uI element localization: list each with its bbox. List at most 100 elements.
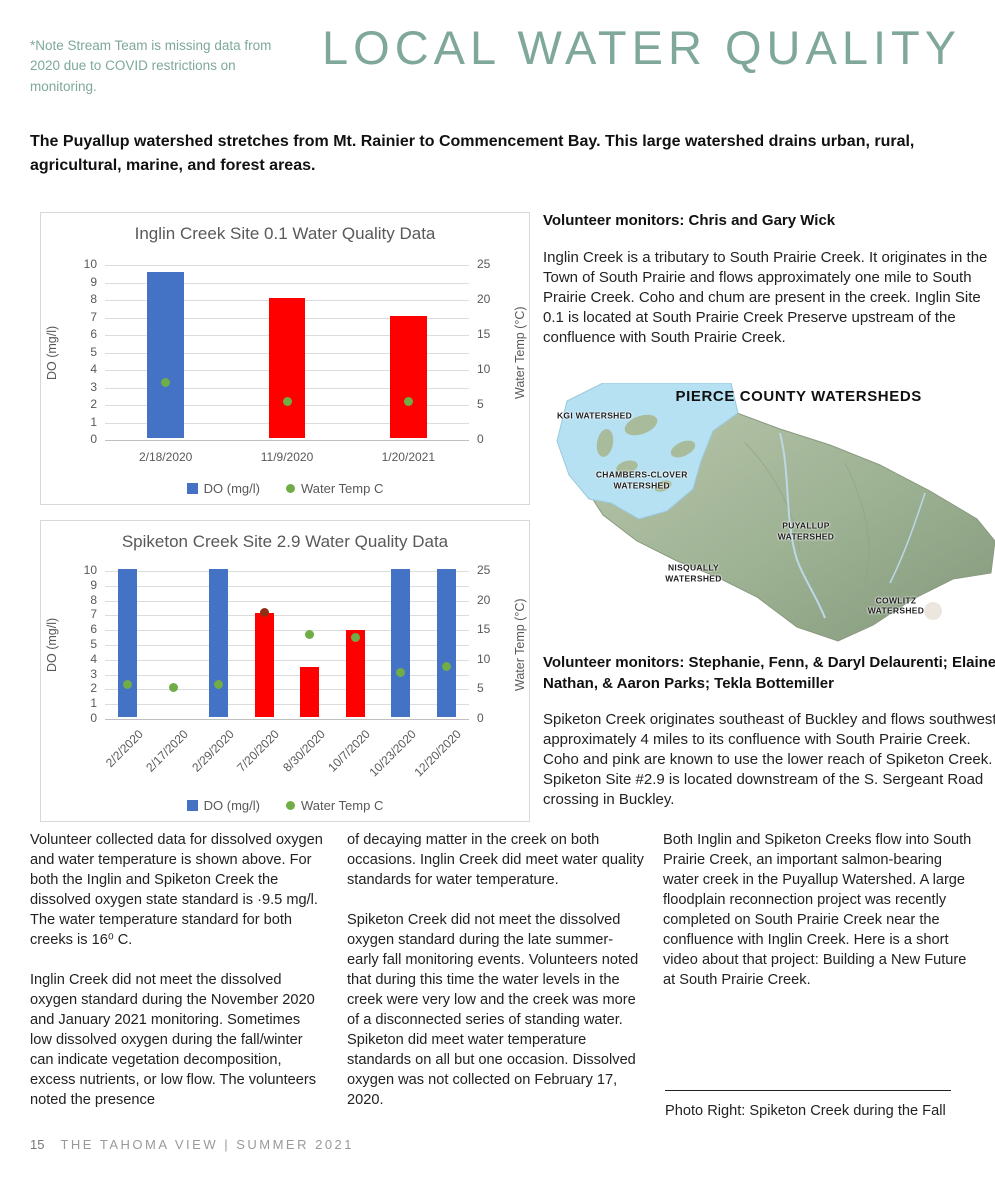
x-axis-label: 12/20/2020 (411, 727, 465, 780)
chart-title: Inglin Creek Site 0.1 Water Quality Data (134, 224, 436, 243)
legend-item: DO (mg/l) (186, 481, 260, 496)
do-bar (209, 569, 229, 717)
text-column-3: Both Inglin and Spiketon Creeks flow int… (663, 830, 981, 1010)
left-axis-tick: 4 (90, 651, 97, 666)
map-ridge-line (844, 462, 870, 584)
watershed-map-graphic (556, 383, 995, 642)
do-bar (390, 315, 427, 438)
right-axis-tick: 5 (477, 397, 484, 411)
gridline (105, 674, 469, 676)
x-axis-label: 1/20/2021 (381, 450, 436, 464)
left-axis-tick: 3 (90, 379, 97, 394)
legend-label: DO (mg/l) (203, 798, 260, 813)
x-axis-label: 8/30/2020 (279, 727, 328, 775)
x-axis-label: 2/29/2020 (188, 727, 237, 775)
map-river (779, 432, 826, 619)
x-axis-label: 10/7/2020 (325, 727, 374, 775)
water-temp-dot (441, 662, 451, 672)
left-axis-tick: 3 (90, 666, 97, 681)
legend-square-swatch (186, 483, 198, 494)
do-bar (118, 569, 138, 717)
left-axis-tick: 5 (90, 637, 97, 651)
left-axis-tick: 5 (90, 344, 97, 359)
right-axis-tick: 20 (477, 592, 491, 607)
right-axis-tick: 0 (477, 711, 484, 725)
left-axis-tick: 2 (90, 681, 97, 696)
gridline (105, 704, 469, 706)
monitors-inglin: Volunteer monitors: Chris and Gary Wick (543, 212, 836, 229)
body-paragraph: Spiketon Creek did not meet the dissolve… (347, 912, 639, 1108)
left-axis-tick: 9 (90, 577, 97, 592)
left-axis-tick: 0 (90, 432, 97, 446)
water-temp-dot (214, 679, 224, 689)
right-axis-tick: 5 (477, 681, 484, 696)
chart-legend: DO (mg/l) Water Temp C (41, 481, 529, 496)
legend-circle-swatch (285, 484, 295, 493)
do-bar (268, 298, 306, 438)
pierce-county-map: PIERCE COUNTY WATERSHEDS KGI WATERSHED CH… (545, 383, 995, 645)
left-axis-tick: 7 (90, 309, 97, 324)
water-temp-dot (282, 397, 292, 406)
right-axis-tick: 0 (477, 432, 484, 446)
map-island (616, 460, 638, 474)
intro-paragraph: The Puyallup watershed stretches from Mt… (30, 133, 915, 174)
left-axis-title: DO (mg/l) (45, 617, 59, 673)
left-axis-tick: 8 (90, 292, 97, 306)
right-axis-title: Water Temp (°C) (513, 598, 527, 692)
right-axis-tick: 15 (477, 622, 491, 637)
left-axis-title: DO (mg/l) (45, 325, 59, 380)
body-paragraph: of decaying matter in the creek on both … (347, 832, 644, 888)
water-temp-dot (168, 682, 178, 692)
legend-label: DO (mg/l) (203, 481, 260, 496)
legend-item: Water Temp C (285, 481, 383, 496)
caption-divider (665, 1090, 951, 1091)
chart-legend: DO (mg/l) Water Temp C (41, 798, 529, 813)
body-paragraph: Inglin Creek did not meet the dissolved … (30, 972, 317, 1108)
map-title: PIERCE COUNTY WATERSHEDS (675, 388, 922, 406)
left-axis-tick: 4 (90, 362, 97, 376)
left-axis-tick: 6 (90, 622, 97, 637)
gridline (105, 630, 469, 632)
spiketon-creek-chart: Spiketon Creek Site 2.9 Water Quality Da… (40, 520, 530, 822)
monitors-spiketon: Volunteer monitors: Stephanie, Fenn, & D… (543, 654, 995, 692)
gridline (105, 282, 469, 284)
map-label: NISQUALLY WATERSHED (665, 562, 722, 583)
right-axis-tick: 20 (477, 292, 491, 306)
covid-note: *Note Stream Team is missing data from 2… (30, 38, 272, 94)
map-mt-rainier (924, 602, 942, 620)
text-column-2: of decaying matter in the creek on both … (347, 830, 647, 1130)
page-number: 15 (30, 1137, 45, 1152)
map-label: KGI WATERSHED (556, 410, 633, 421)
do-bar (345, 629, 365, 717)
publication-name: THE TAHOMA VIEW | SUMMER 2021 (60, 1137, 355, 1152)
gridline (105, 571, 469, 572)
gridline (105, 600, 469, 602)
right-axis-tick: 25 (477, 563, 491, 577)
map-label: CHAMBERS-CLOVER WATERSHED (595, 469, 688, 490)
x-axis-label: 2/2/2020 (102, 727, 146, 770)
left-axis-tick: 7 (90, 607, 97, 622)
map-island (624, 414, 658, 436)
gridline (105, 719, 469, 720)
map-label: COWLITZ WATERSHED (867, 595, 925, 616)
map-ridge-line (744, 442, 801, 554)
map-island (654, 480, 672, 492)
photo-caption: Photo Right: Spiketon Creek during the F… (665, 1103, 946, 1119)
water-temp-dot (403, 397, 413, 406)
legend-square-swatch (186, 800, 198, 811)
do-bar (300, 666, 320, 717)
do-bar (254, 613, 274, 717)
left-axis-tick: 10 (83, 257, 97, 271)
left-axis-tick: 1 (90, 696, 97, 711)
right-axis-title: Water Temp (°C) (513, 306, 527, 399)
chart-title: Spiketon Creek Site 2.9 Water Quality Da… (121, 532, 449, 551)
legend-item: DO (mg/l) (186, 798, 260, 813)
body-paragraph: Both Inglin and Spiketon Creeks flow int… (663, 832, 972, 988)
right-axis-tick: 25 (477, 257, 491, 271)
inglin-description: Inglin Creek is a tributary to South Pra… (543, 249, 988, 346)
left-axis-tick: 6 (90, 327, 97, 341)
left-axis-tick: 1 (90, 414, 97, 429)
water-temp-dot (123, 680, 133, 690)
map-label: PUYALLUP WATERSHED (777, 520, 835, 542)
